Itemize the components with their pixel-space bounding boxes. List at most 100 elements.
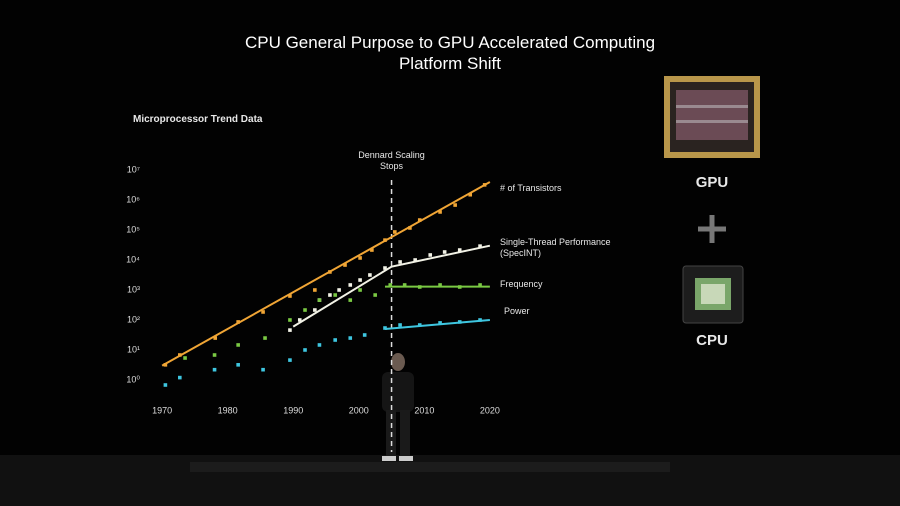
data-point	[428, 253, 433, 257]
data-point	[288, 358, 292, 362]
data-point	[236, 343, 240, 347]
data-point	[417, 323, 422, 327]
data-point	[383, 266, 387, 270]
series-label: Frequency	[500, 279, 543, 289]
data-point	[468, 192, 473, 197]
x-tick-label: 2020	[480, 405, 500, 415]
y-tick-label: 10⁷	[127, 164, 140, 174]
data-point	[358, 256, 362, 260]
gpu-label: GPU	[695, 174, 729, 191]
data-point	[183, 356, 187, 360]
data-point	[263, 336, 267, 340]
data-point	[457, 248, 462, 252]
data-point	[313, 308, 317, 312]
x-tick-label: 2010	[414, 405, 434, 415]
y-tick-label: 10⁵	[126, 224, 140, 234]
data-point	[457, 320, 462, 324]
data-point	[328, 293, 332, 297]
x-tick-label: 2000	[349, 405, 369, 415]
x-tick-label: 1980	[218, 405, 238, 415]
data-point	[236, 320, 240, 324]
data-point	[362, 333, 367, 337]
data-point	[348, 336, 353, 340]
x-tick-label: 1990	[283, 405, 303, 415]
data-point	[457, 285, 462, 289]
series-label: Single-Thread Performance (SpecINT)	[500, 237, 611, 258]
annotation-label: Dennard Scaling Stops	[358, 150, 425, 171]
data-point	[408, 226, 412, 230]
data-point	[358, 288, 362, 292]
data-point	[288, 318, 292, 322]
data-point	[333, 338, 337, 342]
data-point	[368, 273, 372, 277]
data-point	[261, 310, 265, 314]
data-point	[236, 363, 240, 367]
data-point	[163, 363, 168, 367]
data-point	[417, 218, 422, 222]
chart-subtitle: Microprocessor Trend Data	[133, 114, 263, 125]
data-point	[417, 285, 422, 289]
y-tick-label: 10⁶	[126, 194, 140, 204]
data-point	[348, 283, 353, 287]
data-point	[453, 203, 457, 207]
chart-title: CPU General Purpose to GPU Accelerated C…	[244, 33, 656, 73]
data-point	[348, 298, 353, 302]
data-point	[212, 353, 217, 357]
data-point	[178, 375, 182, 380]
data-point	[482, 183, 487, 187]
cpu-label: CPU	[696, 332, 728, 349]
data-point	[261, 367, 265, 372]
data-point	[438, 210, 442, 214]
data-point	[370, 248, 374, 252]
data-point	[442, 250, 447, 254]
plus-icon	[698, 215, 726, 243]
data-point	[297, 318, 302, 322]
y-tick-label: 10⁴	[126, 254, 140, 264]
data-point	[438, 283, 442, 287]
x-tick-label: 1970	[152, 405, 172, 415]
presenter	[382, 353, 414, 461]
data-point	[478, 283, 482, 287]
series-label: # of Transistors	[500, 183, 562, 193]
data-point	[478, 244, 482, 248]
y-tick-label: 10⁰	[126, 374, 140, 384]
gpu-chip-icon	[664, 76, 760, 158]
data-point	[317, 343, 322, 347]
data-point	[398, 323, 402, 327]
data-point	[212, 367, 217, 372]
data-point	[333, 293, 337, 297]
data-point	[402, 283, 407, 287]
data-point	[343, 263, 347, 267]
data-point	[313, 288, 317, 292]
data-point	[303, 348, 307, 352]
data-point	[328, 270, 332, 274]
data-point	[438, 321, 442, 325]
stage-riser	[190, 462, 670, 472]
data-point	[303, 308, 307, 312]
data-point	[337, 288, 341, 292]
data-point	[383, 238, 387, 242]
data-point	[163, 383, 168, 387]
data-point	[413, 258, 417, 262]
trend-line	[292, 244, 491, 328]
data-point	[358, 278, 362, 282]
data-point	[317, 298, 322, 302]
data-point	[388, 283, 393, 287]
data-point	[373, 293, 377, 297]
series-label: Power	[504, 306, 530, 316]
trend-line	[161, 181, 491, 367]
data-point	[383, 326, 387, 330]
y-tick-label: 10¹	[127, 344, 140, 354]
trend-line	[384, 318, 490, 331]
data-point	[178, 353, 182, 357]
data-point	[393, 230, 397, 234]
data-point	[478, 318, 482, 322]
y-tick-label: 10²	[127, 314, 140, 324]
data-point	[398, 260, 402, 264]
data-point	[288, 294, 292, 298]
cpu-chip-icon	[682, 265, 744, 324]
data-point	[288, 328, 292, 332]
y-tick-label: 10³	[127, 284, 140, 294]
